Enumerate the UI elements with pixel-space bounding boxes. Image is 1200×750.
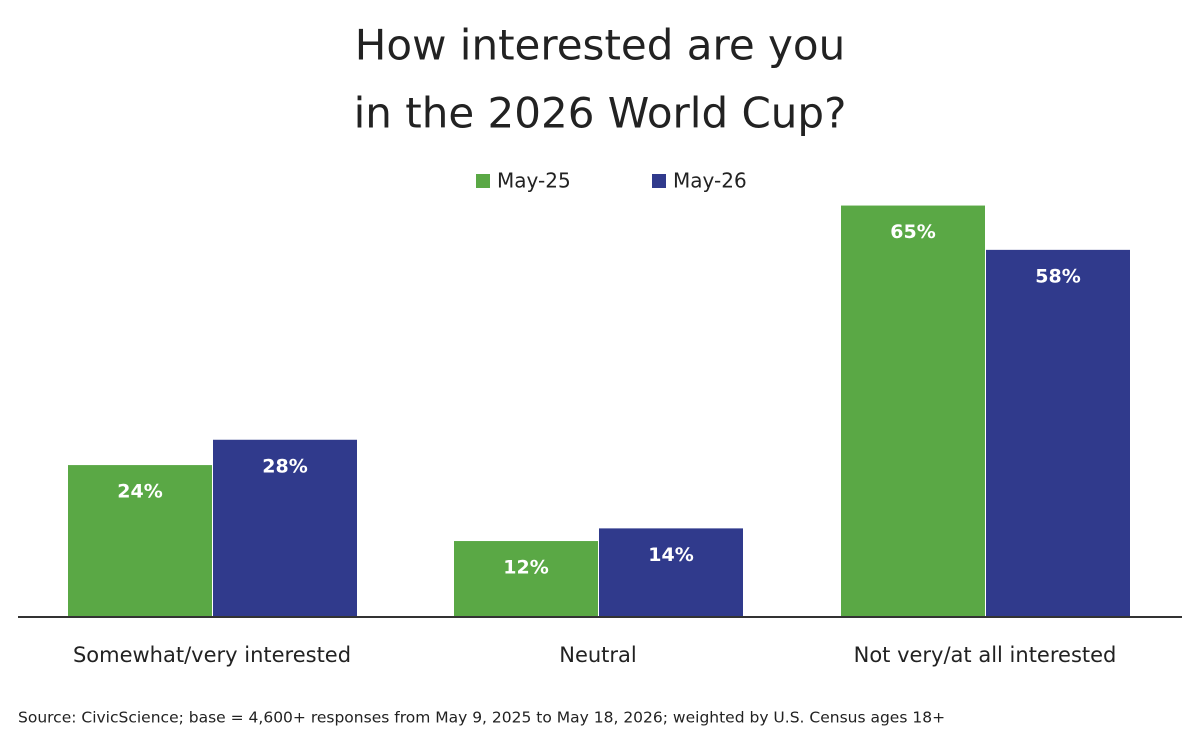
bar bbox=[986, 249, 1130, 618]
value-label: 24% bbox=[117, 481, 162, 503]
value-label: 12% bbox=[503, 557, 548, 579]
legend-label: May-26 bbox=[673, 169, 747, 193]
bar bbox=[68, 465, 212, 617]
x-tick-label: Somewhat/very interested bbox=[73, 643, 351, 667]
value-label: 58% bbox=[1035, 265, 1080, 287]
bar bbox=[841, 205, 985, 618]
bar bbox=[454, 541, 598, 617]
bar bbox=[213, 439, 357, 617]
source-note: Source: CivicScience; base = 4,600+ resp… bbox=[18, 709, 945, 727]
x-tick-label: Neutral bbox=[559, 643, 637, 667]
value-label: 28% bbox=[262, 455, 307, 477]
value-label: 65% bbox=[890, 221, 935, 243]
value-label: 14% bbox=[648, 544, 693, 566]
chart-title: in the 2026 World Cup? bbox=[354, 89, 847, 138]
chart-title: How interested are you bbox=[355, 21, 845, 70]
legend-swatch bbox=[476, 174, 490, 188]
bar bbox=[599, 528, 743, 617]
legend-label: May-25 bbox=[497, 169, 571, 193]
x-tick-label: Not very/at all interested bbox=[854, 643, 1117, 667]
legend-swatch bbox=[652, 174, 666, 188]
